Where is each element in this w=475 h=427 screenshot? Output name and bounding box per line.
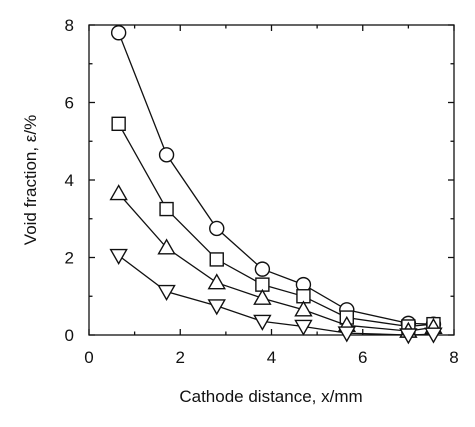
y-tick-label: 2 [65, 249, 74, 268]
data-point-triangle-down [109, 248, 128, 265]
y-tick-label: 6 [65, 94, 74, 113]
data-point-triangle-down [424, 327, 443, 344]
x-tick-label: 8 [449, 348, 458, 367]
axis-ticks [88, 24, 455, 336]
series-line-square [118, 123, 434, 328]
data-point-circle [158, 147, 175, 163]
x-tick-label: 4 [267, 348, 276, 367]
y-axis-label: Void fraction, ε/% [21, 115, 40, 245]
data-point-triangle-down [253, 314, 272, 331]
data-point-triangle-up [294, 300, 313, 317]
y-tick-label: 0 [65, 326, 74, 345]
data-point-square [111, 116, 126, 132]
x-tick-label: 2 [176, 348, 185, 367]
series-line-triangle-down [118, 255, 434, 336]
data-point-triangle-up [157, 238, 176, 255]
x-axis-label: Cathode distance, x/mm [179, 387, 362, 406]
data-point-triangle-down [399, 328, 418, 345]
series-line-circle [118, 32, 434, 325]
data-point-circle [110, 25, 127, 41]
data-point-square [209, 252, 224, 267]
plot-frame [88, 24, 455, 336]
data-point-triangle-down [294, 319, 313, 336]
x-tick-label: 6 [358, 348, 367, 367]
tick-labels: 0 2 4 6 8 0 2 4 6 8 [65, 16, 459, 367]
series-layer [109, 25, 443, 345]
data-point-triangle-up [109, 184, 128, 201]
data-point-triangle-up [207, 273, 226, 290]
data-point-square [159, 201, 174, 217]
x-tick-label: 0 [84, 348, 93, 367]
data-point-triangle-down [207, 299, 226, 316]
data-point-triangle-up [253, 288, 272, 305]
data-point-circle [209, 220, 225, 237]
data-point-triangle-down [157, 284, 176, 302]
data-point-triangle-down [337, 326, 356, 343]
y-tick-label: 4 [65, 171, 74, 190]
data-point-circle [254, 261, 271, 277]
series-triangle-down [109, 248, 443, 345]
y-tick-label: 8 [65, 16, 74, 35]
